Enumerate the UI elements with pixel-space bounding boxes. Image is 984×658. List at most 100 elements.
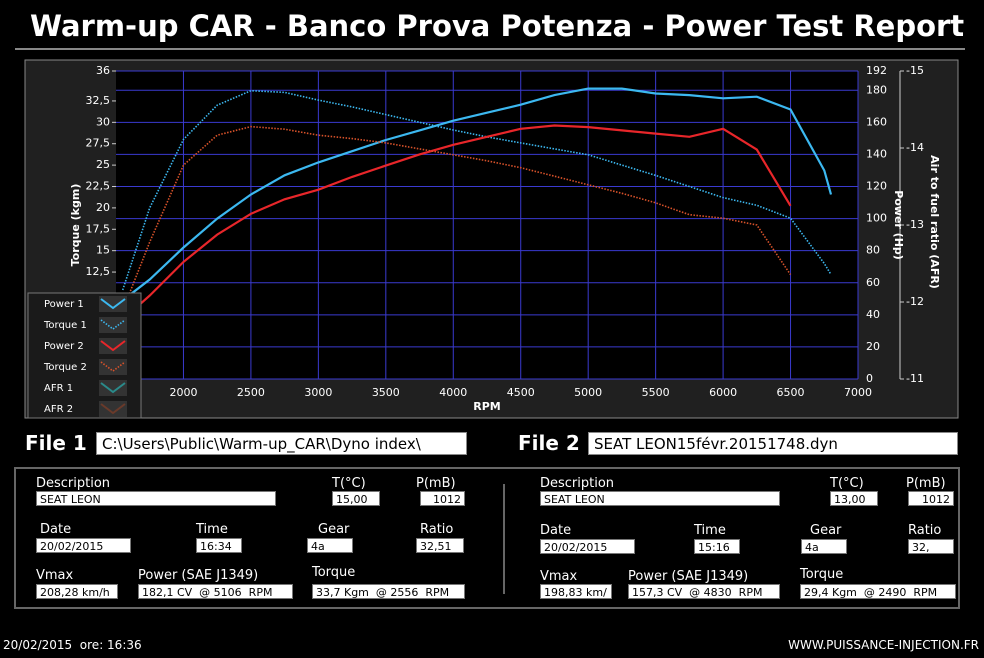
y2-tick-label: 120 xyxy=(866,180,887,193)
info-panel xyxy=(14,467,960,609)
legend-label: AFR 2 xyxy=(44,404,73,415)
field-value: 15,00 xyxy=(332,491,380,506)
field-label: T(°C) xyxy=(332,476,366,491)
field-value: 32,51 xyxy=(416,538,464,553)
y3-axis-title: Air to fuel ratio (AFR) xyxy=(928,155,941,289)
y2-tick-label: 100 xyxy=(866,212,887,225)
field-label: Description xyxy=(36,476,111,491)
file-path: SEAT LEON15févr.20151748.dyn xyxy=(588,432,958,455)
field-label: Date xyxy=(540,523,572,538)
y-tick-label: 12,5 xyxy=(86,265,111,278)
x-tick-label: 2500 xyxy=(237,386,265,399)
field-value: 208,28 km/h xyxy=(36,584,118,599)
legend-label: Torque 2 xyxy=(43,362,87,373)
y-tick-label: 30 xyxy=(96,115,110,128)
field-value: 13,00 xyxy=(830,491,878,506)
field-label: Description xyxy=(540,476,615,491)
y-tick-label: 15 xyxy=(96,244,110,257)
x-tick-label: 5000 xyxy=(574,386,602,399)
field-value: 1012 xyxy=(420,491,465,506)
field-value: 4a xyxy=(307,538,353,553)
field-label: Vmax xyxy=(540,569,578,584)
y-tick-label: 22,5 xyxy=(86,180,111,193)
series-line xyxy=(122,87,833,302)
field-value: 198,83 km/ xyxy=(540,584,612,599)
field-value: SEAT LEON xyxy=(540,491,780,506)
y2-tick-label: 140 xyxy=(866,147,887,160)
legend-swatch xyxy=(100,340,126,352)
legend-swatch xyxy=(100,298,126,310)
plot-area xyxy=(116,71,858,379)
field-value: 4a xyxy=(801,539,847,554)
legend-swatch xyxy=(100,319,126,330)
y-axis-title: Torque (kgm) xyxy=(69,184,82,267)
legend-label: Power 1 xyxy=(44,299,84,310)
field-label: Torque xyxy=(312,565,356,580)
field-value: 33,7 Kgm @ 2556 RPM xyxy=(312,584,465,599)
series-line xyxy=(121,124,792,321)
field-label: Gear xyxy=(318,522,350,537)
x-tick-label: 4000 xyxy=(439,386,467,399)
title: Warm-up CAR - Banco Prova Potenza - Powe… xyxy=(30,9,964,43)
field-label: Gear xyxy=(810,523,842,538)
y2-tick-label: 80 xyxy=(866,244,880,257)
field-value: 15:16 xyxy=(694,539,740,554)
chart: Warm-up CAR - Banco Prova Potenza - Powe… xyxy=(15,9,965,419)
y2-tick-label: 40 xyxy=(866,308,880,321)
legend-label: Power 2 xyxy=(44,341,84,352)
field-label: Torque xyxy=(800,567,844,582)
timestamp: 20/02/2015 ore: 16:36 xyxy=(3,638,142,652)
field-value: 1012 xyxy=(908,491,954,506)
legend-swatch-box xyxy=(99,338,127,354)
x-tick-label: 3000 xyxy=(304,386,332,399)
y3-tick-label: -14 xyxy=(906,141,924,154)
y-tick-label: 36 xyxy=(96,64,110,77)
y3-tick-label: -15 xyxy=(906,64,924,77)
y-tick-label: 25 xyxy=(96,158,110,171)
legend-swatch-box xyxy=(99,317,127,333)
field-value: 29,4 Kgm @ 2490 RPM xyxy=(800,584,956,599)
legend-swatch xyxy=(100,361,126,372)
x-tick-label: 2000 xyxy=(169,386,197,399)
field-label: T(°C) xyxy=(830,476,864,491)
file-label: File 1 xyxy=(25,431,87,455)
series-line xyxy=(121,125,792,311)
legend-swatch-box xyxy=(99,401,127,417)
website: WWW.PUISSANCE-INJECTION.FR xyxy=(788,638,979,652)
legend-swatch-box xyxy=(99,359,127,375)
legend-label: Torque 1 xyxy=(43,320,87,331)
x-tick-label: 7000 xyxy=(844,386,872,399)
y-tick-label: 20 xyxy=(96,201,110,214)
legend xyxy=(27,292,142,419)
file-path: C:\Users\Public\Warm-up_CAR\Dyno index\ xyxy=(96,432,467,455)
legend-swatch-box xyxy=(99,380,127,396)
series-line xyxy=(121,89,832,291)
field-value: SEAT LEON xyxy=(36,491,276,506)
y3-tick-label: -12 xyxy=(906,295,924,308)
y2-axis-title: Power (Hp) xyxy=(892,190,905,260)
x-tick-label: 4500 xyxy=(507,386,535,399)
field-label: Date xyxy=(40,522,72,537)
y-tick-label: 27,5 xyxy=(86,137,111,150)
field-value: 182,1 CV @ 5106 RPM xyxy=(138,584,293,599)
field-value: 32, xyxy=(908,539,954,554)
y2-tick-label: 160 xyxy=(866,115,887,128)
y2-tick-label: 0 xyxy=(866,372,873,385)
field-value: 16:34 xyxy=(196,538,242,553)
y-tick-label: 17,5 xyxy=(86,222,111,235)
field-label: Time xyxy=(694,523,726,538)
y2-tick-label: 20 xyxy=(866,340,880,353)
x-tick-label: 5500 xyxy=(642,386,670,399)
field-value: 20/02/2015 xyxy=(540,539,635,554)
separator xyxy=(503,484,505,594)
field-value: 157,3 CV @ 4830 RPM xyxy=(628,584,780,599)
field-label: Vmax xyxy=(36,568,74,583)
y2-tick-label: 60 xyxy=(866,276,880,289)
legend-swatch xyxy=(100,403,126,415)
x-tick-label: 6000 xyxy=(709,386,737,399)
y3-tick-label: -11 xyxy=(906,372,924,385)
x-tick-label: 3500 xyxy=(372,386,400,399)
y3-tick-label: -13 xyxy=(906,218,924,231)
y2-tick-label: 180 xyxy=(866,83,887,96)
